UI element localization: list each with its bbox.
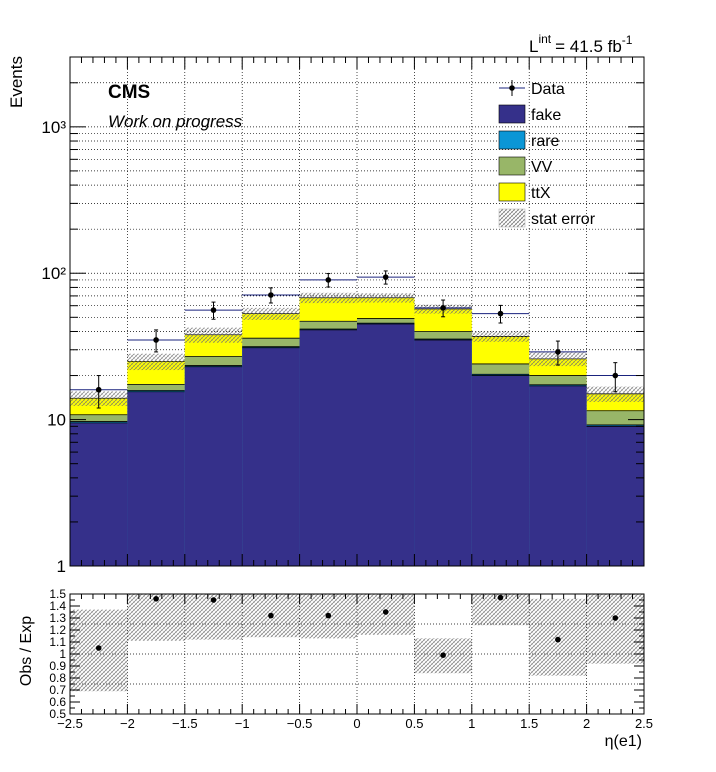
ratio-y-tick-label: 1.5 [49,587,66,601]
ratio-x-tick-label: −1.5 [172,716,198,731]
ratio-y-tick-label: 1.4 [49,599,66,613]
ratio-y-tick-label: 0.5 [49,707,66,721]
ratio-band-box [127,594,185,641]
bar-fake [299,329,357,566]
lumi-label: Lint = 41.5 fb-1 [529,32,633,56]
status-label: Work on progress [108,112,243,131]
stat-error-box [242,307,300,320]
stat-error-box [127,353,185,371]
ratio-y-tick-label: 0.9 [49,659,66,673]
stat-error-box [299,292,357,304]
ratio-y-tick-label: 0.7 [49,683,66,697]
y-axis-label-ratio: Obs / Exp [18,616,35,686]
ratio-x-tick-label: 2 [583,716,590,731]
lumi-exponent: -1 [622,33,633,47]
ratio-point [95,645,102,651]
data-point [612,372,619,379]
legend-swatch-rare [498,130,526,150]
bar-fake [529,385,587,566]
legend-swatch-fake [498,104,526,124]
lumi-value: = 41.5 fb [555,37,622,56]
ratio-x-tick-label: −0.5 [287,716,313,731]
ratio-x-tick-label: 0 [353,716,360,731]
legend-label: VV [531,159,553,176]
stat-error-box [357,293,415,303]
ratio-y-tick-label: 1.3 [49,611,66,625]
ratio-y-tick-label: 1 [59,647,66,661]
bar-fake [242,347,300,566]
y-tick-label: 10² [41,264,66,283]
x-axis-label: η(e1) [605,733,642,750]
ratio-x-tick-label: 2.5 [635,716,653,731]
data-point [210,307,217,313]
ratio-x-tick-label: −2.5 [57,716,83,731]
legend-label: rare [531,133,560,150]
legend-swatch-stat-error [498,208,526,228]
bar-fake [471,375,530,566]
data-point [440,305,446,311]
lumi-superscript: int [538,32,551,46]
data-point [555,349,561,355]
legend-data-marker [509,85,515,91]
legend: Data fake rare VV ttX stat error [498,80,596,228]
ratio-x-tick-label: 1 [468,716,475,731]
y-tick-label: 10³ [41,118,66,137]
bar-fake [357,323,415,566]
data-point [95,386,102,393]
data-point [497,310,504,317]
bar-fake [70,422,128,566]
legend-swatch-ttx [498,182,526,202]
cms-label: CMS [108,82,150,103]
ratio-point [210,597,217,603]
bar-fake [127,391,185,566]
ratio-x-tick-label: 0.5 [405,716,423,731]
ratio-points [95,594,619,658]
legend-label: fake [531,107,561,124]
top-axis-ticks: 1 10 10² 10³ [41,56,645,576]
ratio-point [497,594,504,601]
ratio-band-box [586,594,644,664]
y-axis-label-top: Events [7,56,26,108]
ratio-x-tick-label: −2 [120,716,135,731]
bar-fake [586,426,644,566]
legend-swatch-vv [498,156,526,176]
data-points [70,270,644,409]
stat-error-box [471,331,530,342]
lumi-prefix: L [529,37,538,56]
ratio-axis-ticks: −2.5 −2 −1.5 −1 −0.5 0 0.5 1 1.5 2 2.50.50.60.70.8… [49,587,653,731]
ratio-point [555,636,561,643]
ratio-y-tick-label: 0.6 [49,695,66,709]
bar-fake [184,366,243,566]
ratio-point [440,652,446,658]
ratio-y-tick-label: 0.8 [49,671,66,685]
ratio-y-tick-label: 1.1 [49,635,66,649]
stat-error-box [586,386,644,402]
ratio-y-tick-label: 1.2 [49,623,66,637]
data-point [268,292,274,298]
ratio-x-tick-label: −1 [235,716,250,731]
ratio-point [325,612,332,619]
y-tick-label: 10 [47,411,66,430]
bar-fake [414,339,472,566]
ratio-point [382,609,389,615]
legend-label: ttX [531,185,551,202]
data-point [153,337,159,343]
data-point [325,277,332,283]
ratio-x-tick-label: 1.5 [520,716,538,731]
top-gridlines [70,56,644,566]
stat-error-box [184,327,243,343]
ratio-point [153,596,159,602]
ratio-point [612,615,619,621]
legend-label: Data [531,81,565,98]
ratio-point [268,612,274,619]
stacked-histogram [70,297,644,566]
data-point [382,274,389,280]
legend-label: stat error [531,211,596,228]
y-tick-label: 1 [57,557,66,576]
